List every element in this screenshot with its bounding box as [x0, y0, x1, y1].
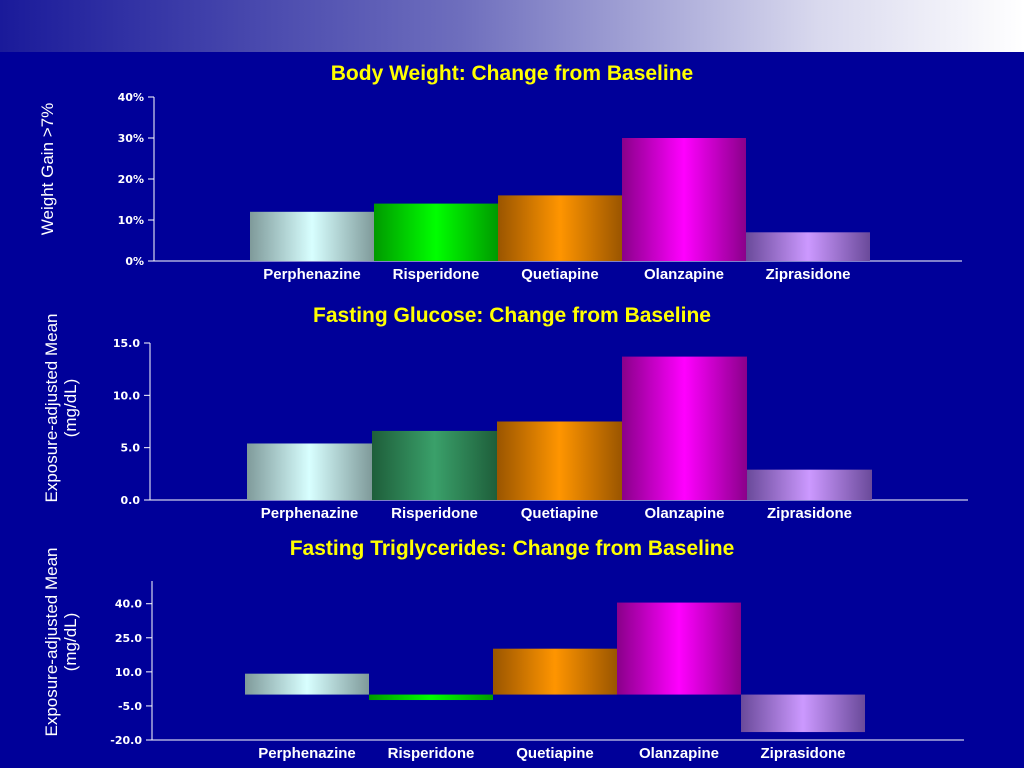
y-tick-label: 40% [118, 91, 144, 104]
bar-quetiapine [497, 421, 622, 500]
category-label-risperidone: Risperidone [393, 266, 480, 283]
bar-risperidone [369, 694, 493, 701]
y-tick-label: 20% [118, 173, 144, 186]
chart-title-fasting-triglycerides: Fasting Triglycerides: Change from Basel… [289, 537, 735, 560]
body-weight-chart: 0% 10% 20% 30% 40% Perphenazine Risperidone Que… [118, 91, 962, 283]
category-label-olanzapine: Olanzapine [639, 745, 719, 762]
y-tick-label: -5.0 [118, 700, 142, 713]
y-tick-label: 25.0 [115, 632, 142, 645]
category-label-quetiapine: Quetiapine [521, 505, 599, 522]
header-gradient-bar [0, 0, 1024, 52]
fasting-triglycerides-chart: -20.0 -5.0 10.0 25.0 40.0 Perphenazine Risperi… [110, 581, 964, 762]
category-label-risperidone: Risperidone [391, 505, 478, 522]
category-label-olanzapine: Olanzapine [644, 266, 724, 283]
category-label-risperidone: Risperidone [388, 745, 475, 762]
category-label-quetiapine: Quetiapine [521, 266, 599, 283]
bar-risperidone [372, 430, 497, 500]
bar-quetiapine [493, 648, 617, 695]
y-tick-label: 0.0 [121, 494, 141, 507]
bar-ziprasidone [746, 232, 870, 261]
category-label-perphenazine: Perphenazine [261, 505, 359, 522]
bar-olanzapine [617, 602, 741, 695]
y-tick-label: 30% [118, 132, 144, 145]
y-tick-label: 40.0 [115, 598, 142, 611]
y-tick-label: 10% [118, 214, 144, 227]
category-label-quetiapine: Quetiapine [516, 745, 594, 762]
y-tick-label: -20.0 [110, 734, 142, 747]
category-label-perphenazine: Perphenazine [263, 266, 361, 283]
bar-perphenazine [245, 673, 369, 695]
y-tick-label: 10.0 [115, 666, 142, 679]
category-label-perphenazine: Perphenazine [258, 745, 356, 762]
bar-quetiapine [498, 195, 622, 261]
bar-perphenazine [250, 211, 374, 261]
bar-ziprasidone [741, 694, 865, 733]
chart-title-body-weight: Body Weight: Change from Baseline [330, 62, 694, 85]
y-tick-label: 5.0 [121, 442, 141, 455]
bar-olanzapine [622, 356, 747, 500]
category-label-ziprasidone: Ziprasidone [765, 266, 850, 283]
y-tick-label: 0% [125, 255, 144, 268]
fasting-glucose-chart: 0.0 5.0 10.0 15.0 Perphenazine Risperidone Que… [113, 337, 968, 522]
bar-olanzapine [622, 138, 746, 261]
y-tick-label: 15.0 [113, 337, 140, 350]
bar-ziprasidone [747, 469, 872, 500]
bar-perphenazine [247, 443, 372, 500]
chart-title-fasting-glucose: Fasting Glucose: Change from Baseline [313, 304, 711, 327]
category-label-ziprasidone: Ziprasidone [767, 505, 852, 522]
bar-risperidone [374, 203, 498, 261]
y-tick-label: 10.0 [113, 389, 140, 402]
category-label-ziprasidone: Ziprasidone [760, 745, 845, 762]
category-label-olanzapine: Olanzapine [644, 505, 724, 522]
